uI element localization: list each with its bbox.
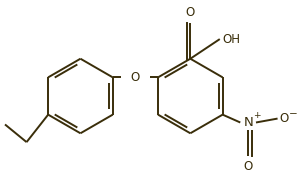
Text: +: + bbox=[253, 111, 260, 120]
Text: O: O bbox=[280, 112, 289, 125]
Text: OH: OH bbox=[223, 33, 241, 46]
Text: O: O bbox=[243, 160, 253, 173]
Text: O: O bbox=[131, 71, 140, 84]
Text: O: O bbox=[186, 7, 195, 19]
Text: −: − bbox=[289, 109, 298, 119]
Text: N: N bbox=[243, 116, 253, 129]
